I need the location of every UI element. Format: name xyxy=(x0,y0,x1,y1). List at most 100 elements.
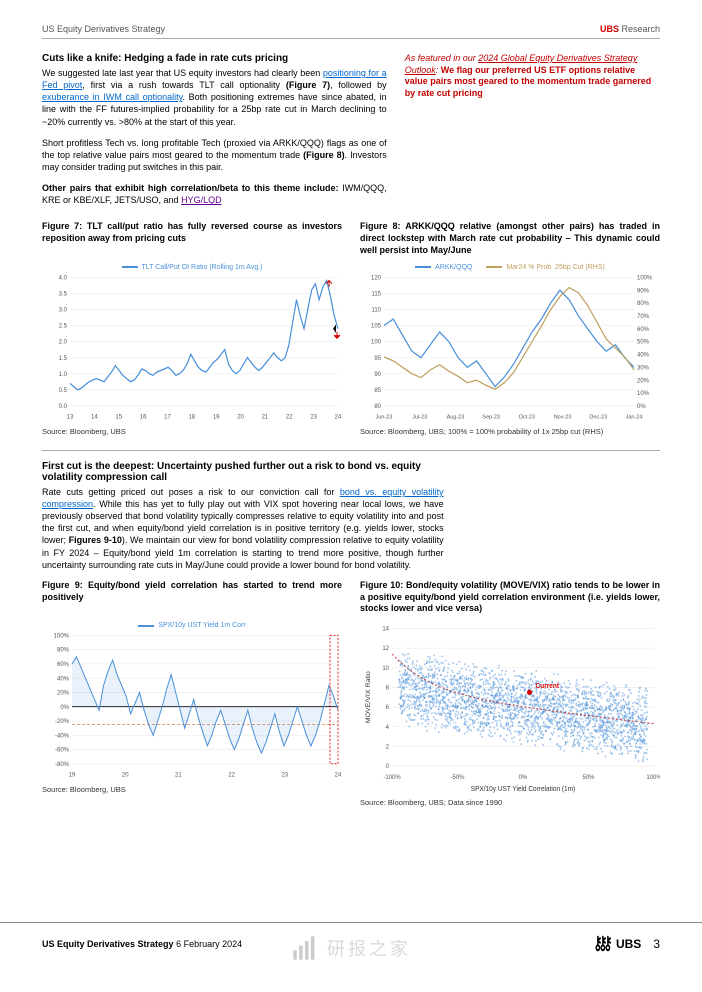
fig8-title: Figure 8: ARKK/QQQ relative (amongst oth… xyxy=(360,221,660,257)
svg-text:110: 110 xyxy=(371,306,381,313)
page-footer: US Equity Derivatives Strategy 6 Februar… xyxy=(0,922,702,992)
fig8-source: Source: Bloomberg, UBS; 100% = 100% prob… xyxy=(360,427,660,436)
svg-text:4: 4 xyxy=(386,724,390,731)
svg-text:1.5: 1.5 xyxy=(59,355,68,362)
svg-text:23: 23 xyxy=(310,413,317,420)
svg-text:Nov-23: Nov-23 xyxy=(554,414,572,420)
watermark-icon xyxy=(291,934,319,962)
svg-text:85: 85 xyxy=(374,387,381,394)
section1-para2: Short profitless Tech vs. long profitabl… xyxy=(42,137,387,173)
svg-text:Jul-23: Jul-23 xyxy=(412,414,427,420)
header-left: US Equity Derivatives Strategy xyxy=(42,24,165,34)
svg-text:Oct-23: Oct-23 xyxy=(519,414,535,420)
svg-text:21: 21 xyxy=(175,772,182,779)
svg-text:10: 10 xyxy=(382,665,389,672)
svg-text:20: 20 xyxy=(122,772,129,779)
svg-text:19: 19 xyxy=(69,772,76,779)
svg-text:14: 14 xyxy=(382,625,389,632)
svg-text:23: 23 xyxy=(281,772,288,779)
svg-text:95: 95 xyxy=(374,355,381,362)
svg-text:-20%: -20% xyxy=(55,718,69,725)
svg-text:40%: 40% xyxy=(637,351,649,358)
svg-text:-40%: -40% xyxy=(55,733,69,740)
svg-text:100%: 100% xyxy=(54,633,70,640)
svg-text:4.0: 4.0 xyxy=(59,274,68,281)
svg-text:0: 0 xyxy=(386,763,390,770)
fig9-chart: -80%-60%-40%-20%0%20%40%60%80%100%192021… xyxy=(42,631,342,781)
svg-text:Sep-23: Sep-23 xyxy=(482,414,500,420)
svg-text:80: 80 xyxy=(374,403,381,410)
header-right: UBS Research xyxy=(600,24,660,34)
section1-title: Cuts like a knife: Hedging a fade in rat… xyxy=(42,53,387,64)
fig9-source: Source: Bloomberg, UBS xyxy=(42,785,342,794)
fig7-source: Source: Bloomberg, UBS xyxy=(42,427,342,436)
page-header: US Equity Derivatives Strategy UBS Resea… xyxy=(42,24,660,39)
svg-text:0.0: 0.0 xyxy=(59,403,68,410)
section2-title: First cut is the deepest: Uncertainty pu… xyxy=(42,461,444,483)
svg-text:40%: 40% xyxy=(57,676,69,683)
svg-text:-100%: -100% xyxy=(383,774,401,781)
svg-text:1.0: 1.0 xyxy=(59,371,68,378)
svg-text:120: 120 xyxy=(371,274,382,281)
link-hyg-lqd[interactable]: HYG/LQD xyxy=(181,195,222,205)
section2-para: Rate cuts getting priced out poses a ris… xyxy=(42,486,444,571)
fig9-title: Figure 9: Equity/bond yield correlation … xyxy=(42,580,342,616)
svg-text:21: 21 xyxy=(262,413,269,420)
svg-text:100: 100 xyxy=(371,338,382,345)
svg-text:3.0: 3.0 xyxy=(59,306,68,313)
svg-text:2.0: 2.0 xyxy=(59,338,68,345)
svg-text:8: 8 xyxy=(386,684,390,691)
svg-text:24: 24 xyxy=(335,413,342,420)
svg-text:13: 13 xyxy=(67,413,74,420)
svg-text:20%: 20% xyxy=(57,690,69,697)
svg-text:0%: 0% xyxy=(519,774,528,781)
fig9-legend: SPX/10y UST Yield 1m Corr xyxy=(42,622,342,630)
svg-text:50%: 50% xyxy=(583,774,595,781)
svg-text:Jan-24: Jan-24 xyxy=(626,414,643,420)
ubs-logo: ⚷⚷⚷ UBS 3 xyxy=(590,933,660,954)
svg-text:70%: 70% xyxy=(637,313,649,320)
fig7-legend: TLT Call/Put OI Ratio (Rolling 1m Avg.) xyxy=(42,263,342,271)
section1-para3: Other pairs that exhibit high correlatio… xyxy=(42,182,387,206)
fig7-title: Figure 7: TLT call/put ratio has fully r… xyxy=(42,221,342,257)
svg-text:2: 2 xyxy=(386,743,390,750)
svg-text:22: 22 xyxy=(286,413,293,420)
svg-text:16: 16 xyxy=(140,413,147,420)
svg-text:0%: 0% xyxy=(60,704,69,711)
svg-text:30%: 30% xyxy=(637,364,649,371)
svg-text:-50%: -50% xyxy=(451,774,465,781)
svg-text:90: 90 xyxy=(374,371,381,378)
svg-text:10%: 10% xyxy=(637,390,649,397)
link-iwm[interactable]: exuberance in IWM call optionality xyxy=(42,92,183,102)
svg-text:Aug-23: Aug-23 xyxy=(447,414,465,420)
fig10-source: Source: Bloomberg, UBS; Data since 1990 xyxy=(360,798,660,807)
svg-text:18: 18 xyxy=(188,413,195,420)
svg-text:100%: 100% xyxy=(637,274,653,281)
svg-text:-80%: -80% xyxy=(55,761,69,768)
svg-text:90%: 90% xyxy=(637,287,649,294)
watermark: 研报之家 xyxy=(291,934,411,962)
fig7-chart: 0.00.51.01.52.02.53.03.54.01314151617181… xyxy=(42,273,342,423)
svg-text:22: 22 xyxy=(228,772,235,779)
svg-text:17: 17 xyxy=(164,413,171,420)
svg-text:0%: 0% xyxy=(637,403,646,410)
fig8-legend: ARKK/QQQ Mar24 % Prob. 25bp Cut (RHS) xyxy=(360,263,660,271)
svg-text:-60%: -60% xyxy=(55,747,69,754)
svg-text:3.5: 3.5 xyxy=(59,290,68,297)
svg-text:105: 105 xyxy=(371,322,382,329)
svg-text:60%: 60% xyxy=(57,661,69,668)
svg-text:Current: Current xyxy=(536,683,560,690)
svg-text:14: 14 xyxy=(91,413,98,420)
section1-para1: We suggested late last year that US equi… xyxy=(42,67,387,128)
svg-text:SPX/10y UST Yield Correlation: SPX/10y UST Yield Correlation (1m) xyxy=(471,785,575,792)
svg-text:100%: 100% xyxy=(646,774,660,781)
svg-text:0.5: 0.5 xyxy=(59,387,68,394)
fig8-chart: 808590951001051101151200%10%20%30%40%50%… xyxy=(360,273,660,423)
svg-text:MOVE/VIX Ratio: MOVE/VIX Ratio xyxy=(365,671,372,723)
svg-text:19: 19 xyxy=(213,413,220,420)
svg-text:12: 12 xyxy=(382,645,389,652)
svg-text:80%: 80% xyxy=(637,300,649,307)
svg-text:15: 15 xyxy=(115,413,122,420)
svg-text:20%: 20% xyxy=(637,377,649,384)
svg-text:24: 24 xyxy=(335,772,342,779)
